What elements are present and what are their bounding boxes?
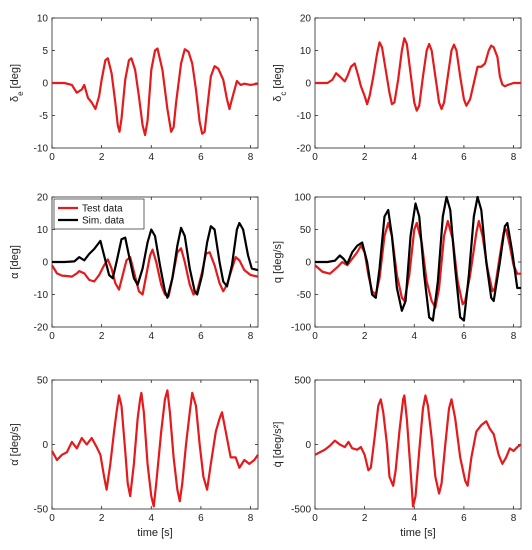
x-tick-label: 0 bbox=[312, 331, 318, 342]
x-tick-label: 2 bbox=[362, 331, 368, 342]
x-axis-label: time [s] bbox=[137, 527, 172, 539]
x-tick-label: 4 bbox=[148, 152, 154, 163]
y-axis-label: q̇[deg/s²] bbox=[272, 422, 284, 468]
x-tick-label: 2 bbox=[362, 513, 368, 524]
y-tick-label: -20 bbox=[34, 323, 49, 334]
y-tick-label: 500 bbox=[294, 376, 311, 387]
x-tick-label: 6 bbox=[198, 152, 204, 163]
y-tick-label: 0 bbox=[305, 79, 311, 90]
x-tick-label: 0 bbox=[49, 152, 55, 163]
y-tick-label: -20 bbox=[297, 144, 312, 155]
y-tick-label: 10 bbox=[300, 46, 312, 57]
x-tick-label: 0 bbox=[49, 513, 55, 524]
series-line-sim bbox=[52, 221, 259, 299]
y-tick-label: 100 bbox=[294, 193, 311, 204]
y-tick-label: 50 bbox=[37, 376, 49, 387]
series-line-sim bbox=[315, 195, 521, 322]
x-tick-label: 6 bbox=[461, 513, 467, 524]
y-axis-label: δe[deg] bbox=[9, 64, 25, 102]
x-tick-label: 2 bbox=[99, 152, 105, 163]
y-tick-label: 20 bbox=[37, 193, 49, 204]
series-line-test bbox=[314, 394, 522, 508]
y-tick-label: -10 bbox=[297, 111, 312, 122]
series-line-test bbox=[314, 219, 521, 309]
y-tick-label: 0 bbox=[305, 440, 311, 451]
y-axis-label: α̇[deg/s] bbox=[9, 423, 21, 465]
legend-box bbox=[53, 198, 145, 230]
series-line-test bbox=[51, 389, 259, 508]
legend-entry-test: Test data bbox=[82, 204, 123, 215]
x-tick-label: 6 bbox=[461, 331, 467, 342]
y-tick-label: 20 bbox=[300, 14, 312, 25]
y-tick-label: 10 bbox=[37, 225, 49, 236]
x-tick-label: 8 bbox=[511, 513, 517, 524]
chart-panel-4: 0 2 4 6 8 -100 -50 0 50 100 q [deg/s] bbox=[272, 193, 522, 342]
x-tick-label: 0 bbox=[312, 513, 318, 524]
y-tick-label: -10 bbox=[34, 144, 49, 155]
x-tick-label: 8 bbox=[511, 152, 517, 163]
x-tick-label: 4 bbox=[148, 331, 154, 342]
y-tick-label: 5 bbox=[42, 46, 48, 57]
y-tick-label: -50 bbox=[297, 290, 312, 301]
y-tick-label: 0 bbox=[305, 258, 311, 269]
y-axis-label: δc[deg] bbox=[272, 64, 288, 102]
y-tick-label: 0 bbox=[42, 440, 48, 451]
x-tick-label: 4 bbox=[411, 152, 417, 163]
x-tick-label: 8 bbox=[248, 152, 254, 163]
x-tick-label: 8 bbox=[248, 331, 254, 342]
x-tick-label: 8 bbox=[511, 331, 517, 342]
x-tick-label: 2 bbox=[99, 513, 105, 524]
x-tick-label: 4 bbox=[411, 513, 417, 524]
y-tick-label: -100 bbox=[291, 323, 311, 334]
y-tick-label: -50 bbox=[34, 505, 49, 516]
y-tick-label: -10 bbox=[34, 290, 49, 301]
series-line-test bbox=[51, 247, 259, 298]
legend-entry-sim: Sim. data bbox=[82, 216, 125, 227]
series-line-test bbox=[315, 37, 521, 112]
series-line-test bbox=[52, 47, 259, 137]
x-tick-label: 0 bbox=[49, 331, 55, 342]
x-tick-label: 6 bbox=[198, 513, 204, 524]
y-tick-label: -500 bbox=[291, 505, 311, 516]
y-axis-label: q [deg/s] bbox=[272, 241, 284, 283]
y-tick-label: 50 bbox=[300, 225, 312, 236]
y-tick-label: -5 bbox=[39, 111, 48, 122]
x-tick-label: 2 bbox=[362, 152, 368, 163]
x-tick-label: 0 bbox=[312, 152, 318, 163]
y-tick-label: 0 bbox=[42, 258, 48, 269]
axes-frame bbox=[314, 17, 522, 149]
chart-panel-2: 0 2 4 6 8 -20 -10 0 10 20 δc[deg] bbox=[272, 14, 522, 163]
y-axis-label: α[deg] bbox=[9, 245, 21, 279]
axes-frame bbox=[51, 17, 259, 149]
y-tick-label: 10 bbox=[37, 14, 49, 25]
x-axis-label: time [s] bbox=[400, 527, 435, 539]
x-tick-label: 4 bbox=[411, 331, 417, 342]
x-tick-label: 8 bbox=[248, 513, 254, 524]
y-tick-label: 0 bbox=[42, 79, 48, 90]
x-tick-label: 6 bbox=[198, 331, 204, 342]
chart-panel-1: 0 2 4 6 8 -10 -5 0 5 10 δe[deg] bbox=[9, 14, 259, 163]
x-tick-label: 4 bbox=[148, 513, 154, 524]
x-tick-label: 2 bbox=[99, 331, 105, 342]
x-tick-label: 6 bbox=[461, 152, 467, 163]
